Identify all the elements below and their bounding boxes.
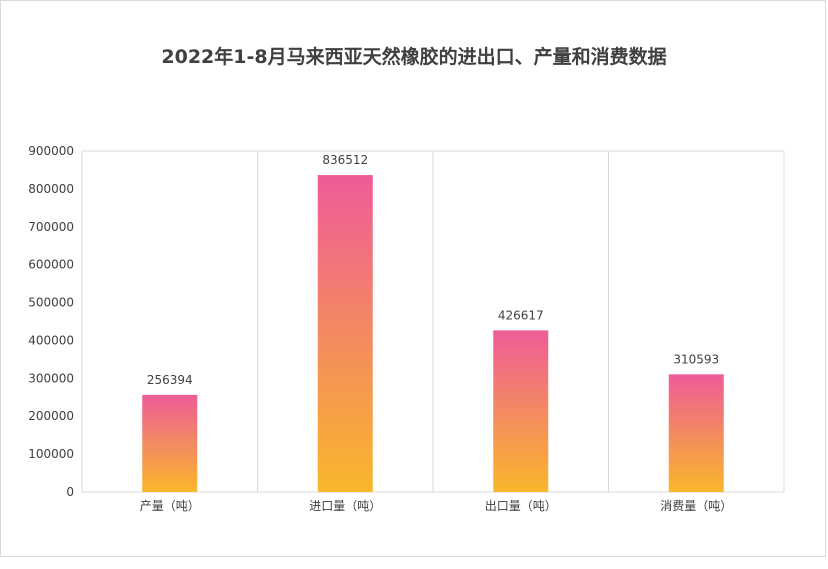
x-tick-label: 进口量（吨） xyxy=(309,499,381,513)
y-tick-label: 500000 xyxy=(28,296,74,310)
data-label: 256394 xyxy=(147,373,193,387)
bar xyxy=(493,330,549,492)
data-label: 836512 xyxy=(322,153,368,167)
y-tick-label: 300000 xyxy=(28,371,74,385)
y-tick-label: 800000 xyxy=(28,182,74,196)
x-tick-label: 消费量（吨） xyxy=(660,499,732,513)
y-tick-label: 400000 xyxy=(28,333,74,347)
data-labels: 256394 836512 426617 310593 xyxy=(147,153,719,387)
y-tick-label: 700000 xyxy=(28,220,74,234)
x-axis: 产量（吨） 进口量（吨） 出口量（吨） 消费量（吨） xyxy=(140,499,733,513)
y-axis: 0 100000 200000 300000 400000 500000 600000 700… xyxy=(28,144,74,499)
bar xyxy=(317,175,373,492)
bar xyxy=(668,374,724,492)
y-tick-label: 0 xyxy=(66,485,74,499)
data-label: 310593 xyxy=(673,352,719,366)
bars xyxy=(142,175,724,492)
grid-layer xyxy=(81,150,785,493)
x-tick-label: 出口量（吨） xyxy=(485,499,557,513)
y-tick-label: 100000 xyxy=(28,447,74,461)
chart-title: 2022年1-8月马来西亚天然橡胶的进出口、产量和消费数据 xyxy=(161,46,667,68)
y-tick-label: 900000 xyxy=(28,144,74,158)
data-label: 426617 xyxy=(498,308,544,322)
x-tick-label: 产量（吨） xyxy=(140,499,200,513)
y-tick-label: 200000 xyxy=(28,409,74,423)
bar xyxy=(142,394,198,492)
y-tick-label: 600000 xyxy=(28,258,74,272)
